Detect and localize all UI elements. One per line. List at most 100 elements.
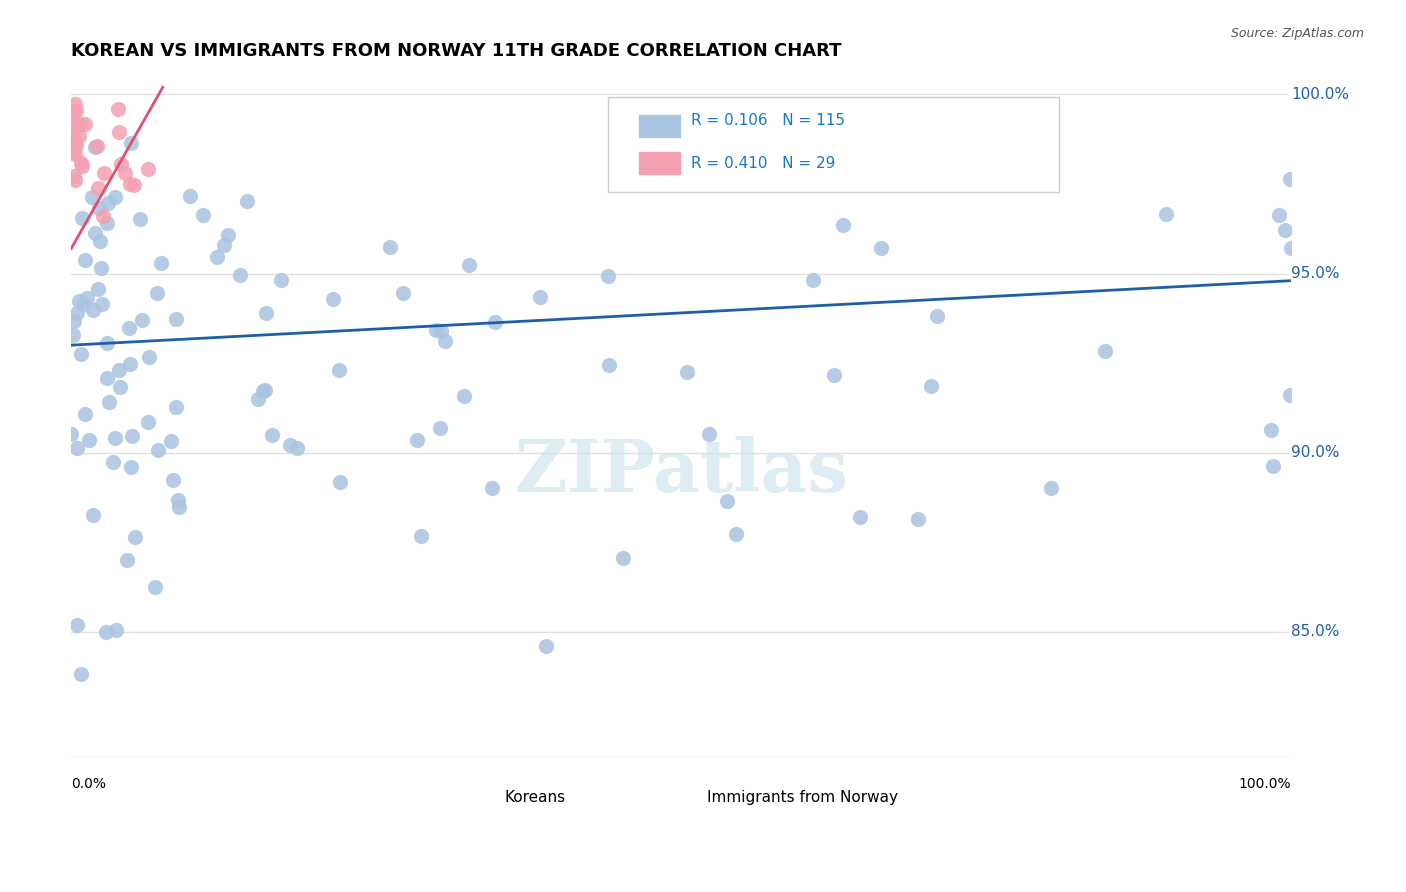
Point xyxy=(96,216,118,230)
Point xyxy=(429,421,451,435)
Point xyxy=(598,269,620,284)
Point xyxy=(453,389,475,403)
Point xyxy=(598,358,620,372)
Point xyxy=(98,394,121,409)
Point xyxy=(831,218,853,232)
Point xyxy=(120,136,142,150)
Point xyxy=(138,350,160,364)
Point xyxy=(121,429,143,443)
Point xyxy=(77,433,100,447)
Point xyxy=(96,371,118,385)
FancyBboxPatch shape xyxy=(638,152,681,175)
Point xyxy=(86,139,108,153)
Text: 85.0%: 85.0% xyxy=(1291,624,1339,639)
Point xyxy=(82,302,104,317)
Point xyxy=(247,392,270,406)
Point xyxy=(252,384,274,398)
Point xyxy=(329,475,352,489)
Point xyxy=(145,580,167,594)
Point xyxy=(66,306,89,320)
FancyBboxPatch shape xyxy=(706,788,754,808)
Point xyxy=(534,639,557,653)
Point xyxy=(697,426,720,441)
Point xyxy=(260,428,283,442)
Point xyxy=(848,509,870,524)
Point xyxy=(69,117,91,131)
Point xyxy=(94,624,117,639)
Point xyxy=(75,116,97,130)
Point xyxy=(1154,207,1177,221)
Point xyxy=(870,241,893,255)
Point xyxy=(96,336,118,351)
Point xyxy=(108,124,131,138)
Point xyxy=(160,434,183,448)
Point xyxy=(481,481,503,495)
Point xyxy=(67,294,90,309)
Point xyxy=(322,292,344,306)
Point xyxy=(97,195,120,210)
Text: ZIPatlas: ZIPatlas xyxy=(515,435,848,507)
Point xyxy=(529,289,551,303)
Point xyxy=(236,194,259,209)
Point xyxy=(90,260,112,275)
Point xyxy=(676,365,699,379)
Point xyxy=(76,291,98,305)
Point xyxy=(62,135,84,149)
Point xyxy=(131,313,153,327)
Point xyxy=(285,442,308,456)
Point xyxy=(90,297,112,311)
Point xyxy=(108,363,131,377)
Point xyxy=(63,314,86,328)
Text: Source: ZipAtlas.com: Source: ZipAtlas.com xyxy=(1230,27,1364,40)
Point xyxy=(62,327,84,342)
Point xyxy=(73,407,96,421)
Point xyxy=(62,130,84,145)
Point xyxy=(217,228,239,243)
Point xyxy=(124,530,146,544)
Point xyxy=(1278,172,1301,186)
Point xyxy=(124,178,146,192)
Point xyxy=(65,137,87,152)
Point xyxy=(84,226,107,240)
Point xyxy=(179,189,201,203)
Point xyxy=(229,268,252,282)
Point xyxy=(65,147,87,161)
Point xyxy=(429,324,451,338)
Point xyxy=(411,529,433,543)
Point xyxy=(107,103,129,117)
Point xyxy=(82,189,104,203)
Point xyxy=(150,256,173,270)
Point xyxy=(63,138,86,153)
Point xyxy=(434,334,457,348)
Point xyxy=(425,322,447,336)
Point xyxy=(70,347,93,361)
Point xyxy=(205,250,228,264)
Point xyxy=(63,97,86,112)
FancyBboxPatch shape xyxy=(638,114,681,138)
Point xyxy=(823,368,845,382)
Point xyxy=(65,104,87,119)
Point xyxy=(66,618,89,632)
Point xyxy=(87,181,110,195)
Point xyxy=(62,145,84,159)
Point xyxy=(70,159,93,173)
Text: KOREAN VS IMMIGRANTS FROM NORWAY 11TH GRADE CORRELATION CHART: KOREAN VS IMMIGRANTS FROM NORWAY 11TH GR… xyxy=(72,42,842,60)
Point xyxy=(118,321,141,335)
Point xyxy=(253,383,276,397)
Point xyxy=(86,282,108,296)
Text: 95.0%: 95.0% xyxy=(1291,266,1340,281)
Point xyxy=(104,190,127,204)
Point xyxy=(148,443,170,458)
Text: R = 0.410   N = 29: R = 0.410 N = 29 xyxy=(690,156,835,171)
Point xyxy=(716,494,738,508)
Point xyxy=(1278,388,1301,402)
Point xyxy=(457,258,479,272)
Point xyxy=(128,211,150,226)
Point xyxy=(725,527,748,541)
Point xyxy=(146,285,169,300)
Point xyxy=(167,493,190,508)
Point xyxy=(280,438,302,452)
Text: R = 0.106   N = 115: R = 0.106 N = 115 xyxy=(690,113,845,128)
Point xyxy=(165,401,187,415)
Point xyxy=(803,273,825,287)
